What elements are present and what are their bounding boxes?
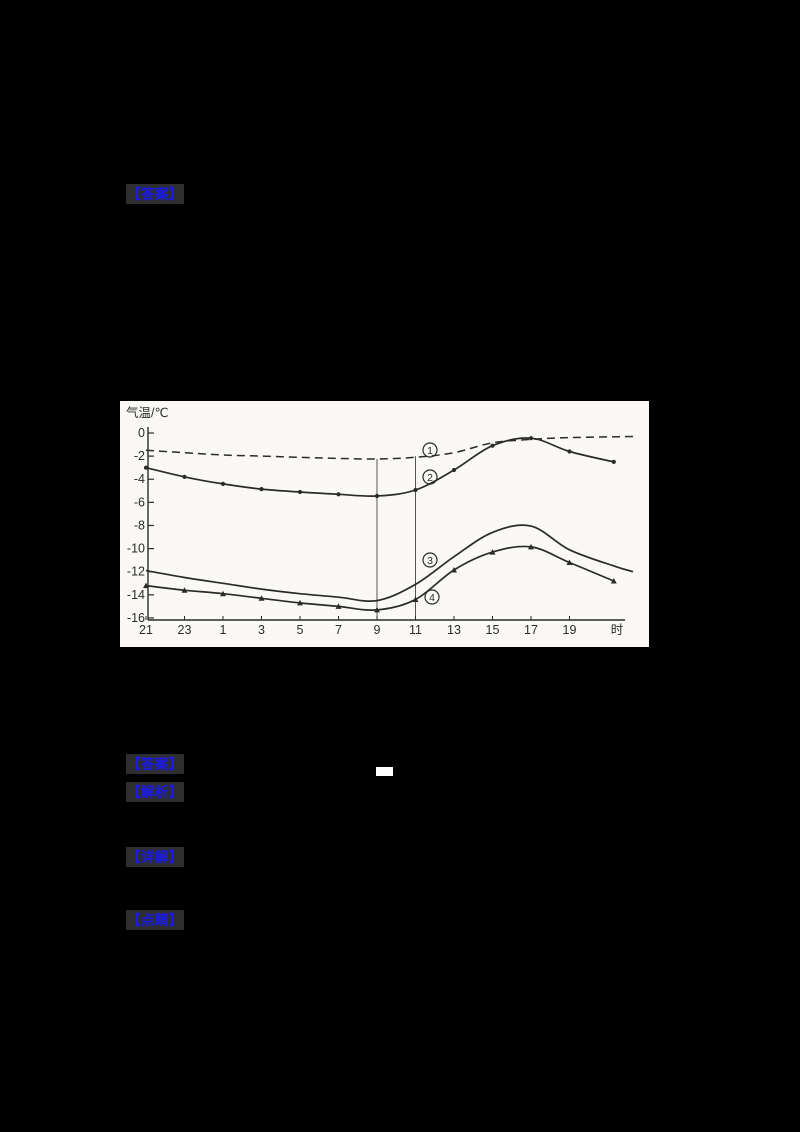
series-2-dot-marker (143, 465, 149, 470)
series-4-triangle-marker (489, 549, 496, 555)
series-2-dot-marker (336, 492, 341, 497)
series-4-triangle-marker (220, 590, 226, 597)
svg-text:1: 1 (220, 623, 227, 637)
svg-text:-8: -8 (134, 518, 145, 532)
answer-label-2: 【答案】 (126, 754, 184, 774)
svg-text:-16: -16 (127, 611, 145, 625)
x-tick-labels: 21 23 1 3 5 7 9 11 13 15 17 19 时 (139, 616, 624, 637)
svg-text:17: 17 (524, 623, 538, 637)
svg-text:19: 19 (563, 623, 577, 637)
svg-text:-14: -14 (127, 588, 145, 602)
series-2-dot-marker (413, 487, 418, 493)
analysis-label: 【解析】 (126, 782, 184, 802)
curve-label-circled-2: 2 (422, 469, 438, 485)
series-2-dot-marker (297, 489, 303, 495)
series-2-dot-marker (528, 436, 534, 441)
svg-text:-2: -2 (134, 449, 145, 463)
answer-blank-dash-mark (376, 767, 393, 776)
svg-text:-4: -4 (134, 472, 145, 486)
temperature-chart-figure: 0 -2 -4 -6 -8 -10 -12 -14 -16 21 23 1 3 5 7 9 11 13 15 17 19… (120, 401, 649, 647)
svg-text:-12: -12 (127, 565, 145, 579)
svg-text:2: 2 (427, 472, 433, 484)
x-axis-unit-label: 时 (611, 623, 624, 637)
series-2-dot-marker (451, 467, 457, 473)
svg-text:21: 21 (139, 623, 153, 637)
series-4-triangle-marker (566, 559, 573, 565)
svg-text:0: 0 (138, 426, 145, 440)
svg-text:3: 3 (258, 623, 265, 637)
svg-text:13: 13 (447, 623, 461, 637)
series-2-dot-marker (220, 481, 226, 486)
series-2-dot-marker (259, 487, 264, 492)
curve-label-circled-3: 3 (422, 552, 438, 568)
svg-text:3: 3 (427, 555, 433, 567)
chart-background (120, 401, 649, 647)
svg-text:9: 9 (374, 623, 381, 637)
series-4-triangle-marker (412, 596, 419, 602)
series-line-3 (145, 524, 634, 602)
svg-text:23: 23 (178, 623, 192, 637)
svg-text:11: 11 (409, 623, 422, 637)
svg-text:7: 7 (335, 623, 342, 637)
svg-text:1: 1 (427, 445, 433, 457)
series-2-dot-marker (374, 493, 380, 499)
series-2-dot-marker (490, 443, 495, 448)
series-4-triangle-marker (374, 606, 380, 613)
series-4-triangle-marker (143, 582, 149, 589)
series-2-dot-marker (567, 449, 572, 454)
series-4-triangle-marker (610, 578, 617, 584)
answer-label-1: 【答案】 (126, 184, 184, 204)
svg-text:-10: -10 (127, 542, 145, 556)
svg-text:5: 5 (297, 623, 304, 637)
series-2-dot-marker (611, 459, 616, 464)
curve-label-circled-4: 4 (424, 589, 440, 605)
detail-explanation-label: 【详解】 (126, 847, 184, 867)
curve-label-circled-1: 1 (422, 442, 438, 458)
series-4-triangle-marker (258, 595, 265, 601)
svg-text:15: 15 (486, 623, 500, 637)
svg-text:4: 4 (429, 592, 435, 604)
series-4-triangle-marker (297, 599, 303, 606)
series-4-triangle-marker (528, 543, 534, 550)
svg-text:-6: -6 (134, 495, 145, 509)
series-4-triangle-marker (181, 587, 188, 593)
y-axis-title: 气温/℃ (126, 405, 169, 420)
series-4-triangle-marker (335, 603, 342, 609)
series-2-dot-marker (182, 474, 187, 479)
series-4-triangle-marker (451, 567, 457, 573)
keypoint-label: 【点睛】 (126, 910, 184, 930)
